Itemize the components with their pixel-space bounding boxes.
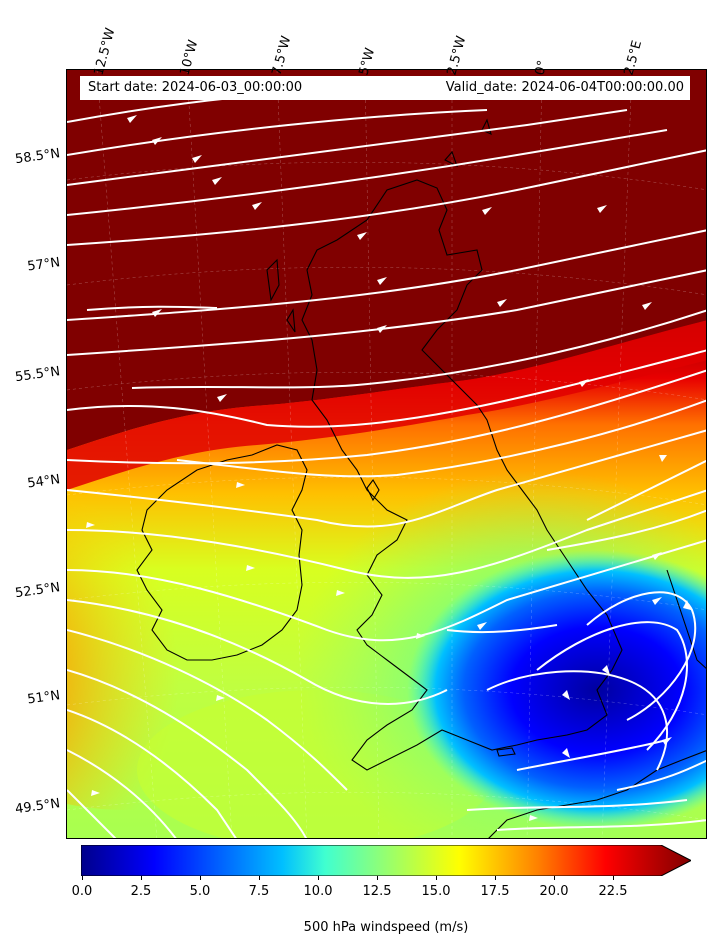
colorbar-fill — [81, 845, 691, 876]
lat-label-55-5n: 55.5°N — [14, 364, 62, 386]
cbar-tick-label: 7.5 — [248, 884, 270, 899]
cbar-tick — [82, 876, 83, 880]
lat-label-49-5n: 49.5°N — [14, 796, 62, 818]
valid-date-label: Valid_date: 2024-06-04T00:00:00.00 — [445, 80, 684, 95]
cbar-tick — [141, 876, 142, 880]
start-date-label: Start date: 2024-06-03_00:00:00 — [88, 80, 303, 95]
calm-wind-core — [407, 550, 706, 830]
cbar-tick — [377, 876, 378, 880]
wind-speed-map — [66, 69, 707, 839]
cbar-tick-label: 10.0 — [303, 884, 333, 899]
streamlines — [67, 87, 706, 838]
lat-label-52-5n: 52.5°N — [14, 580, 62, 602]
cbar-tick-label: 17.5 — [480, 884, 510, 899]
cbar-tick — [318, 876, 319, 880]
cbar-tick — [613, 876, 614, 880]
cbar-tick-label: 0.0 — [71, 884, 93, 899]
colorbar — [81, 845, 691, 876]
lat-label-54n: 54°N — [26, 472, 62, 492]
cbar-tick-label: 12.5 — [362, 884, 392, 899]
map-canvas — [67, 70, 706, 838]
cbar-tick-label: 15.0 — [421, 884, 451, 899]
cbar-tick — [495, 876, 496, 880]
lat-label-51n: 51°N — [26, 688, 62, 708]
streamline-arrows — [86, 115, 691, 821]
cbar-tick — [259, 876, 260, 880]
cbar-tick-label: 5.0 — [189, 884, 211, 899]
date-info-box: Start date: 2024-06-03_00:00:00 Valid_da… — [80, 76, 690, 100]
cbar-tick — [200, 876, 201, 880]
cbar-tick — [436, 876, 437, 880]
coastlines — [136, 118, 706, 838]
cbar-tick — [554, 876, 555, 880]
cbar-tick-label: 22.5 — [598, 884, 628, 899]
cbar-tick-label: 20.0 — [539, 884, 569, 899]
lat-label-57n: 57°N — [26, 255, 62, 275]
cbar-tick-label: 2.5 — [130, 884, 152, 899]
lat-label-58-5n: 58.5°N — [14, 146, 62, 168]
colorbar-title: 500 hPa windspeed (m/s) — [303, 920, 469, 935]
jet-edge — [67, 320, 706, 490]
